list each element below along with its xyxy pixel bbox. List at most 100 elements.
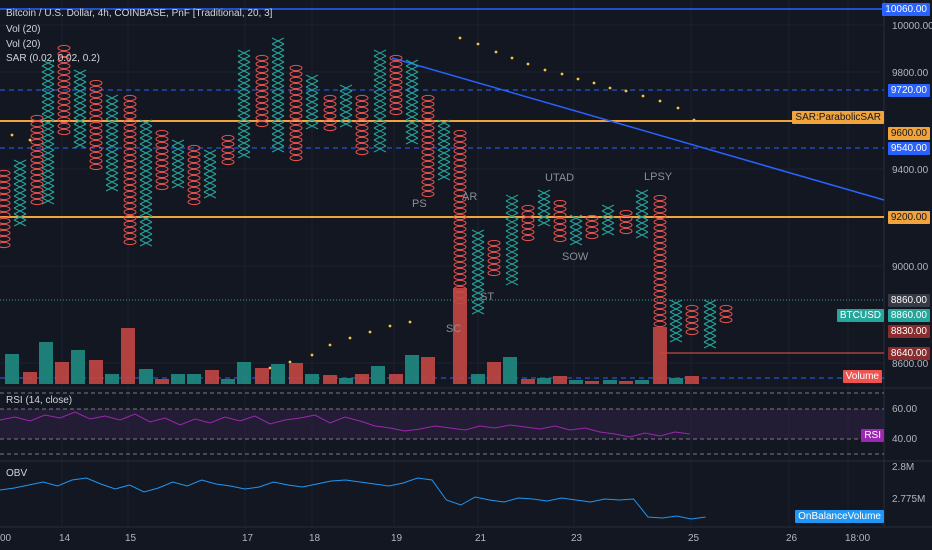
- volume-bar: [305, 374, 319, 384]
- pnf-x-mark: [471, 235, 485, 243]
- pnf-o-mark: [0, 169, 11, 177]
- pnf-o-mark: [30, 186, 44, 194]
- pnf-x-mark: [669, 317, 683, 325]
- pnf-o-mark: [653, 206, 667, 214]
- volume-legend-2[interactable]: Vol (20): [6, 39, 41, 50]
- pnf-x-mark: [437, 119, 451, 127]
- pnf-x-mark: [635, 189, 649, 197]
- pnf-x-mark: [373, 127, 387, 135]
- pnf-o-mark: [421, 190, 435, 198]
- price-tick: 8600.00: [892, 359, 929, 370]
- pnf-x-mark: [203, 191, 217, 199]
- pnf-o-mark: [653, 290, 667, 298]
- pnf-x-mark: [373, 139, 387, 147]
- pnf-o-mark: [323, 124, 337, 132]
- pnf-x-mark: [373, 61, 387, 69]
- pnf-o-mark: [123, 226, 137, 234]
- pnf-o-mark: [89, 163, 103, 171]
- pnf-o-mark: [289, 142, 303, 150]
- annotation-lpsy: LPSY: [644, 171, 673, 183]
- pnf-o-mark: [685, 304, 699, 312]
- pnf-x-mark: [139, 143, 153, 151]
- sar-legend[interactable]: SAR (0.02, 0.02, 0.2): [6, 53, 100, 64]
- price-tag-8640: 8640.00: [887, 347, 930, 360]
- pnf-o-mark: [123, 130, 137, 138]
- pnf-x-mark: [73, 87, 87, 95]
- pnf-o-mark: [487, 263, 501, 271]
- pnf-o-mark: [521, 222, 535, 230]
- pnf-x-mark: [237, 103, 251, 111]
- pnf-x-mark: [271, 97, 285, 105]
- pnf-o-mark: [123, 220, 137, 228]
- volume-bar: [89, 360, 103, 384]
- pnf-o-mark: [653, 218, 667, 226]
- pnf-x-mark: [171, 169, 185, 177]
- pnf-x-mark: [703, 335, 717, 343]
- pnf-x-mark: [635, 201, 649, 209]
- pnf-o-mark: [289, 76, 303, 84]
- price-tag-8860-top: 8860.00: [887, 294, 930, 307]
- pnf-x-mark: [373, 85, 387, 93]
- pnf-o-mark: [323, 94, 337, 102]
- pnf-o-mark: [355, 124, 369, 132]
- price-tag-10060: 10060.00: [882, 3, 930, 16]
- pnf-x-mark: [203, 179, 217, 187]
- sar-dot: [10, 133, 14, 137]
- annotation-sc: SC: [446, 323, 462, 335]
- pnf-o-mark: [57, 86, 71, 94]
- pnf-o-mark: [255, 120, 269, 128]
- sar-indicator-label: SAR:ParabolicSAR: [792, 111, 884, 124]
- obv-legend[interactable]: OBV: [6, 468, 28, 479]
- pnf-x-mark: [339, 84, 353, 92]
- pnf-o-mark: [453, 261, 467, 269]
- price-tick: 9400.00: [892, 165, 929, 176]
- pnf-x-mark: [305, 116, 319, 124]
- pnf-o-mark: [30, 150, 44, 158]
- pnf-o-mark: [453, 255, 467, 263]
- pnf-x-mark: [505, 242, 519, 250]
- pnf-x-mark: [41, 173, 55, 181]
- rsi-legend[interactable]: RSI (14, close): [6, 395, 73, 406]
- pnf-x-mark: [105, 124, 119, 132]
- pnf-o-mark: [30, 120, 44, 128]
- pnf-x-mark: [471, 265, 485, 273]
- pnf-o-mark: [89, 145, 103, 153]
- pnf-o-mark: [57, 56, 71, 64]
- pnf-o-mark: [453, 189, 467, 197]
- pnf-o-mark: [453, 165, 467, 173]
- volume-bar: [585, 381, 599, 384]
- pnf-o-mark: [421, 100, 435, 108]
- pnf-x-mark: [437, 131, 451, 139]
- pnf-o-mark: [289, 82, 303, 90]
- price-tick: 10000.00: [892, 21, 932, 32]
- obv-tick-mid: 2.775M: [892, 494, 926, 505]
- pnf-o-mark: [323, 100, 337, 108]
- pnf-x-mark: [237, 55, 251, 63]
- time-tick: 17: [242, 533, 254, 544]
- pnf-o-mark: [289, 118, 303, 126]
- pnf-o-mark: [30, 126, 44, 134]
- volume-legend-1[interactable]: Vol (20): [6, 24, 41, 35]
- pnf-x-mark: [41, 113, 55, 121]
- volume-bar: [221, 379, 235, 384]
- pnf-o-mark: [155, 177, 169, 185]
- pnf-x-mark: [373, 115, 387, 123]
- pnf-o-mark: [553, 211, 567, 219]
- pnf-x-mark: [471, 277, 485, 285]
- sar-dot: [28, 138, 32, 142]
- pnf-o-mark: [685, 328, 699, 336]
- pnf-o-mark: [487, 269, 501, 277]
- pnf-o-mark: [355, 100, 369, 108]
- pnf-o-mark: [389, 90, 403, 98]
- pnf-o-mark: [653, 308, 667, 316]
- pnf-x-mark: [635, 231, 649, 239]
- volume-bar: [323, 375, 337, 384]
- pnf-o-mark: [123, 166, 137, 174]
- pnf-x-mark: [41, 107, 55, 115]
- pnf-x-mark: [437, 155, 451, 163]
- pnf-x-mark: [105, 94, 119, 102]
- pnf-o-mark: [221, 158, 235, 166]
- pnf-x-mark: [203, 161, 217, 169]
- pnf-x-mark: [437, 161, 451, 169]
